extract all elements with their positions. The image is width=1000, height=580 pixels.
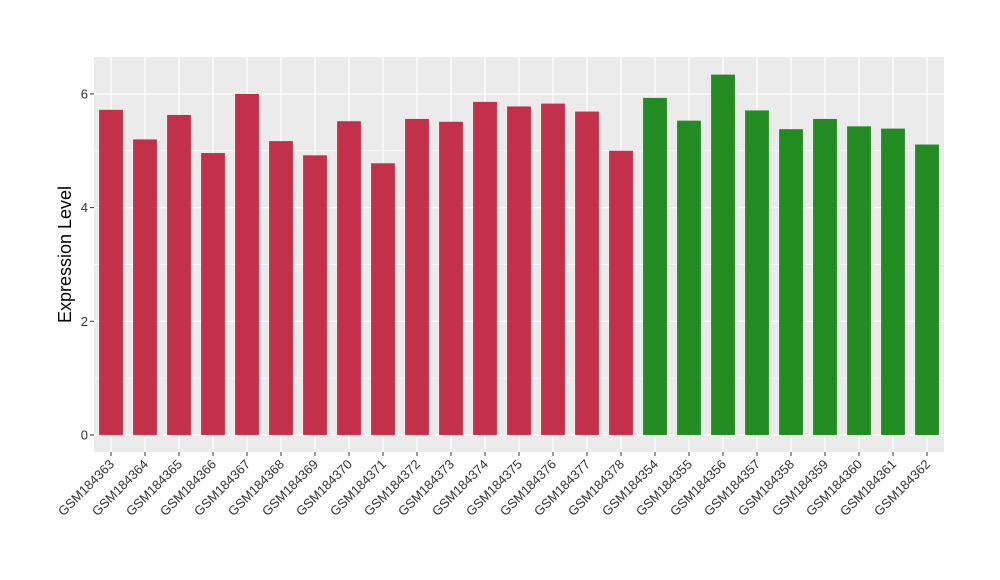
- x-axis: GSM184363GSM184364GSM184365GSM184366GSM1…: [55, 452, 933, 519]
- y-axis: 0 2 4 6: [81, 86, 94, 442]
- bar: [473, 101, 497, 435]
- bar: [133, 139, 157, 435]
- bar: [405, 118, 429, 435]
- bar: [745, 110, 769, 435]
- bar: [915, 144, 939, 435]
- bar: [643, 97, 667, 435]
- bar: [167, 114, 191, 435]
- bar: [201, 153, 225, 435]
- bar: [711, 74, 735, 435]
- bar: [677, 120, 701, 435]
- bar: [575, 111, 599, 435]
- bar: [541, 103, 565, 435]
- bar: [507, 106, 531, 435]
- y-tick-label: 0: [81, 427, 88, 442]
- bar: [813, 118, 837, 435]
- y-tick-label: 6: [81, 86, 88, 101]
- y-tick-label: 4: [81, 200, 88, 215]
- bar: [609, 150, 633, 435]
- bar: [439, 121, 463, 435]
- bars: [99, 74, 939, 435]
- y-tick-label: 2: [81, 314, 88, 329]
- bar: [337, 121, 361, 435]
- bar: [779, 129, 803, 435]
- bar: [371, 163, 395, 435]
- bar: [269, 141, 293, 435]
- bar: [99, 109, 123, 435]
- bar: [847, 126, 871, 435]
- bar: [235, 93, 259, 435]
- bar: [303, 155, 327, 435]
- bar: [881, 128, 905, 435]
- y-axis-title: Expression Level: [55, 186, 75, 323]
